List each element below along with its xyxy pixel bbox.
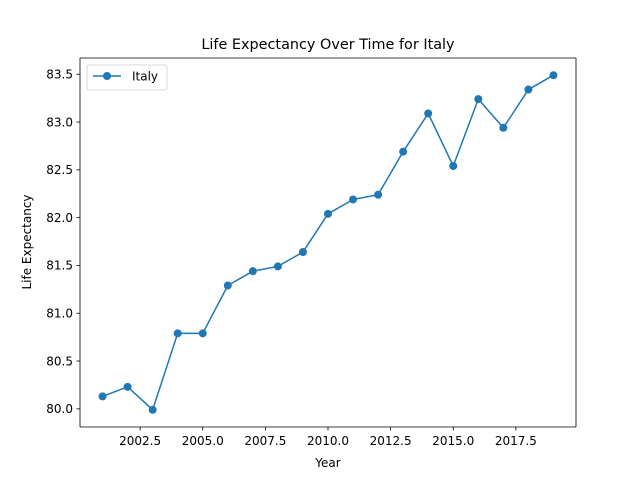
- legend-marker-italy: [103, 72, 111, 80]
- legend: Italy: [86, 64, 168, 91]
- data-point: [248, 267, 257, 276]
- y-axis-ticks: 80.0 80.5 81.0 81.5 82.0 82.5 83.0 83.5: [46, 68, 80, 416]
- x-axis-ticks: 2002.5 2005.0 2007.5 2010.0 2012.5 2015.0 2017…: [119, 427, 537, 448]
- data-point: [499, 123, 508, 132]
- legend-box: [86, 64, 168, 91]
- x-tick-label: 2007.5: [244, 434, 286, 448]
- x-tick-label: 2012.5: [370, 434, 412, 448]
- x-tick-label: 2017.5: [495, 434, 537, 448]
- x-tick-label: 2005.0: [182, 434, 224, 448]
- data-point: [549, 71, 558, 80]
- data-point: [349, 195, 358, 204]
- y-tick-label: 82.0: [46, 211, 73, 225]
- data-point: [198, 329, 207, 338]
- y-tick-label: 82.5: [46, 163, 73, 177]
- series-layer: [98, 71, 558, 414]
- data-point: [374, 190, 383, 199]
- chart-title: Life Expectancy Over Time for Italy: [201, 37, 455, 53]
- y-tick-label: 81.0: [46, 307, 73, 321]
- data-point: [223, 281, 232, 290]
- data-point: [98, 392, 107, 401]
- data-point: [474, 95, 483, 104]
- y-axis-label: Life Expectancy: [20, 194, 34, 289]
- y-tick-label: 83.0: [46, 115, 73, 129]
- data-point: [173, 329, 182, 338]
- x-axis-label: Year: [314, 456, 340, 470]
- data-point: [449, 162, 458, 171]
- plot-area: [80, 58, 576, 427]
- x-tick-label: 2002.5: [119, 434, 161, 448]
- y-tick-label: 83.5: [46, 68, 73, 82]
- data-point: [324, 209, 332, 218]
- data-point: [524, 85, 533, 94]
- y-tick-label: 80.5: [46, 354, 73, 368]
- x-tick-label: 2010.0: [307, 434, 349, 448]
- y-tick-label: 80.0: [46, 402, 73, 416]
- data-point: [298, 248, 307, 257]
- data-point: [273, 262, 282, 271]
- plot-frame: [79, 57, 577, 428]
- x-tick-label: 2015.0: [432, 434, 474, 448]
- legend-label-italy: Italy: [132, 70, 158, 84]
- y-tick-label: 81.5: [46, 259, 73, 273]
- data-point: [148, 405, 157, 414]
- data-point: [424, 109, 433, 118]
- data-point: [399, 147, 408, 156]
- data-point: [123, 382, 132, 391]
